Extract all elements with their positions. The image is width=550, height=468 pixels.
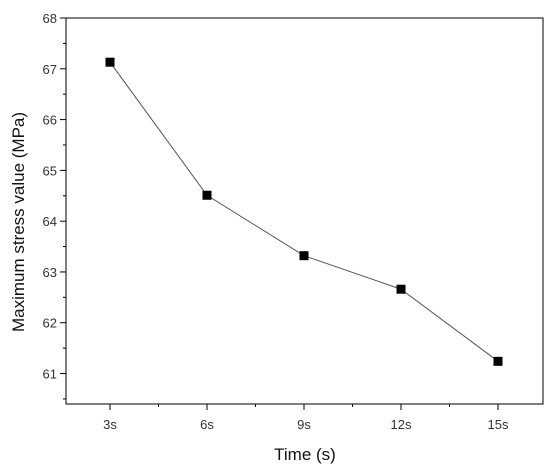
- x-axis-title: Time (s): [274, 445, 336, 464]
- y-axis-title: Maximum stress value (MPa): [9, 112, 28, 332]
- data-point: [396, 284, 406, 294]
- data-point: [493, 356, 503, 366]
- data-point: [105, 57, 115, 67]
- x-tick-label: 15s: [488, 417, 509, 432]
- series-layer: [105, 57, 503, 366]
- y-tick-label: 64: [43, 214, 57, 229]
- y-tick-label: 61: [43, 367, 57, 382]
- series-line: [109, 61, 499, 362]
- data-point: [299, 251, 309, 261]
- x-tick-label: 9s: [297, 417, 311, 432]
- y-tick-label: 63: [43, 265, 57, 280]
- y-tick-label: 65: [43, 163, 57, 178]
- ticks: 61 62 63 64 65 66 67 68 3s 6s 9s 12s 15s: [43, 11, 509, 432]
- y-tick-label: 67: [43, 62, 57, 77]
- x-tick-label: 3s: [103, 417, 117, 432]
- y-tick-label: 62: [43, 316, 57, 331]
- data-point: [202, 190, 212, 200]
- x-tick-label: 6s: [200, 417, 214, 432]
- y-tick-label: 66: [43, 113, 57, 128]
- y-tick-label: 68: [43, 11, 57, 26]
- axes: [65, 17, 544, 405]
- plot-frame: [65, 17, 544, 405]
- x-tick-label: 12s: [391, 417, 412, 432]
